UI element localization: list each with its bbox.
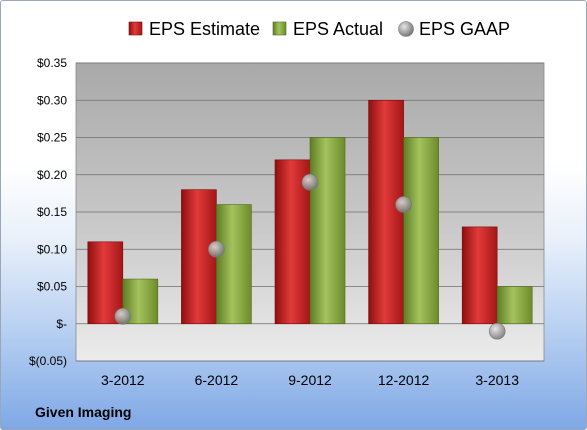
y-tick-label: $(0.05)	[29, 354, 67, 368]
bar-eps-actual	[403, 137, 439, 325]
bar-eps-estimate	[368, 99, 404, 325]
source-label: Given Imaging	[35, 404, 131, 420]
legend-label: EPS GAAP	[419, 19, 510, 39]
x-axis-labels: 3-2012 6-2012 9-2012 12-2012 3-2013	[101, 372, 519, 388]
bar-eps-actual	[309, 137, 346, 325]
y-tick-label: $0.10	[37, 242, 67, 256]
x-tick-label: 9-2012	[288, 372, 332, 388]
y-axis-labels: $0.35 $0.30 $0.25 $0.20 $0.15 $0.10 $0.05 $- $(0…	[29, 56, 67, 368]
legend: EPS Estimate EPS Actual EPS GAAP	[128, 19, 510, 39]
x-tick-label: 6-2012	[195, 372, 239, 388]
bar-eps-actual	[496, 286, 533, 325]
marker-eps-gaap	[488, 322, 506, 340]
marker-eps-gaap	[114, 307, 132, 325]
legend-swatch	[272, 21, 287, 36]
y-tick-label: $-	[56, 317, 67, 331]
x-tick-label: 12-2012	[378, 372, 430, 388]
bar-eps-estimate	[461, 226, 498, 325]
gaap-markers	[114, 173, 506, 340]
y-tick-label: $0.30	[37, 93, 67, 107]
bars	[87, 99, 533, 325]
legend-label: EPS Actual	[293, 19, 383, 39]
x-tick-label: 3-2013	[475, 372, 519, 388]
x-tick-label: 3-2012	[101, 372, 145, 388]
marker-eps-gaap	[208, 240, 225, 258]
legend-swatch	[398, 21, 414, 37]
marker-eps-gaap	[301, 173, 319, 191]
legend-label: EPS Estimate	[149, 19, 260, 39]
y-tick-label: $0.35	[37, 56, 67, 70]
bar-eps-actual	[216, 204, 252, 325]
y-tick-label: $0.20	[37, 168, 67, 182]
legend-swatch	[128, 21, 143, 36]
y-tick-label: $0.15	[37, 205, 67, 219]
marker-eps-gaap	[395, 196, 412, 213]
y-tick-label: $0.05	[37, 280, 67, 294]
bar-eps-actual	[122, 278, 159, 325]
bar-eps-estimate	[181, 189, 217, 325]
bar-eps-estimate	[87, 241, 124, 325]
y-tick-label: $0.25	[37, 131, 67, 145]
